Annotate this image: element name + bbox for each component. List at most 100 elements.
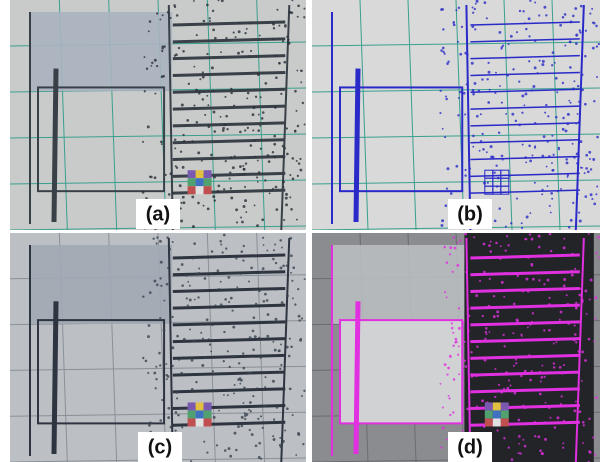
- point: [269, 192, 271, 194]
- point: [261, 270, 264, 273]
- point: [249, 22, 251, 24]
- point: [154, 59, 157, 62]
- point: [159, 419, 162, 422]
- point: [147, 372, 149, 374]
- point: [536, 72, 538, 74]
- point: [518, 452, 520, 454]
- point: [244, 129, 246, 131]
- point: [573, 80, 575, 82]
- point: [245, 211, 247, 213]
- point: [278, 350, 280, 352]
- point: [506, 235, 508, 237]
- point: [566, 122, 569, 125]
- point: [169, 17, 171, 19]
- point: [280, 344, 282, 346]
- point: [249, 429, 251, 431]
- point: [476, 115, 479, 118]
- point: [495, 368, 497, 370]
- point: [234, 384, 236, 386]
- point: [233, 31, 235, 33]
- point: [524, 370, 527, 373]
- point: [290, 208, 293, 211]
- point: [495, 242, 498, 245]
- point: [297, 175, 299, 177]
- point: [255, 96, 257, 98]
- point: [249, 401, 252, 404]
- point: [211, 66, 214, 69]
- point: [541, 452, 544, 455]
- point: [579, 410, 582, 413]
- point: [303, 16, 305, 18]
- point: [582, 442, 584, 444]
- point: [230, 297, 233, 300]
- point: [174, 430, 176, 432]
- point: [494, 92, 496, 94]
- point: [275, 208, 278, 211]
- point: [559, 24, 562, 27]
- point: [239, 165, 242, 168]
- point: [544, 112, 546, 114]
- point: [518, 443, 520, 445]
- point: [149, 422, 152, 425]
- point: [549, 389, 551, 391]
- point: [288, 39, 290, 41]
- point: [254, 204, 256, 206]
- point: [202, 76, 205, 79]
- point: [285, 203, 288, 206]
- point: [584, 55, 587, 58]
- point: [193, 66, 195, 68]
- point: [246, 97, 248, 99]
- point: [593, 202, 596, 205]
- point: [186, 297, 188, 299]
- target-cell: [196, 178, 204, 186]
- point: [474, 82, 477, 85]
- point: [584, 172, 586, 174]
- point: [300, 69, 303, 72]
- point: [544, 421, 546, 423]
- point: [266, 250, 268, 252]
- point: [480, 140, 482, 142]
- point: [506, 387, 509, 390]
- point: [276, 406, 278, 408]
- point: [566, 294, 568, 296]
- point: [203, 205, 205, 207]
- point: [208, 338, 210, 340]
- point: [260, 458, 262, 460]
- point: [468, 315, 470, 317]
- point: [220, 303, 223, 306]
- point: [161, 399, 163, 401]
- point: [155, 366, 157, 368]
- point: [156, 65, 158, 67]
- point: [172, 192, 174, 194]
- point: [561, 395, 563, 397]
- point: [521, 94, 524, 97]
- point: [154, 280, 157, 283]
- point: [224, 449, 227, 452]
- point: [529, 233, 531, 235]
- target-cell: [188, 170, 196, 178]
- point: [509, 385, 511, 387]
- point: [267, 313, 270, 316]
- point: [292, 297, 294, 299]
- point: [264, 386, 266, 388]
- point: [202, 98, 205, 101]
- point: [472, 135, 475, 138]
- point: [518, 81, 520, 83]
- point: [449, 253, 451, 255]
- point: [257, 181, 259, 183]
- point: [227, 350, 229, 352]
- point: [515, 362, 517, 364]
- point: [212, 370, 214, 372]
- point: [532, 85, 535, 88]
- point: [442, 51, 444, 53]
- point: [537, 435, 540, 438]
- point: [236, 221, 238, 223]
- point: [505, 249, 507, 251]
- point: [531, 238, 534, 241]
- point: [516, 198, 518, 200]
- point: [505, 371, 508, 374]
- point: [267, 154, 270, 157]
- point: [508, 380, 510, 382]
- point: [175, 165, 177, 167]
- point: [175, 411, 178, 414]
